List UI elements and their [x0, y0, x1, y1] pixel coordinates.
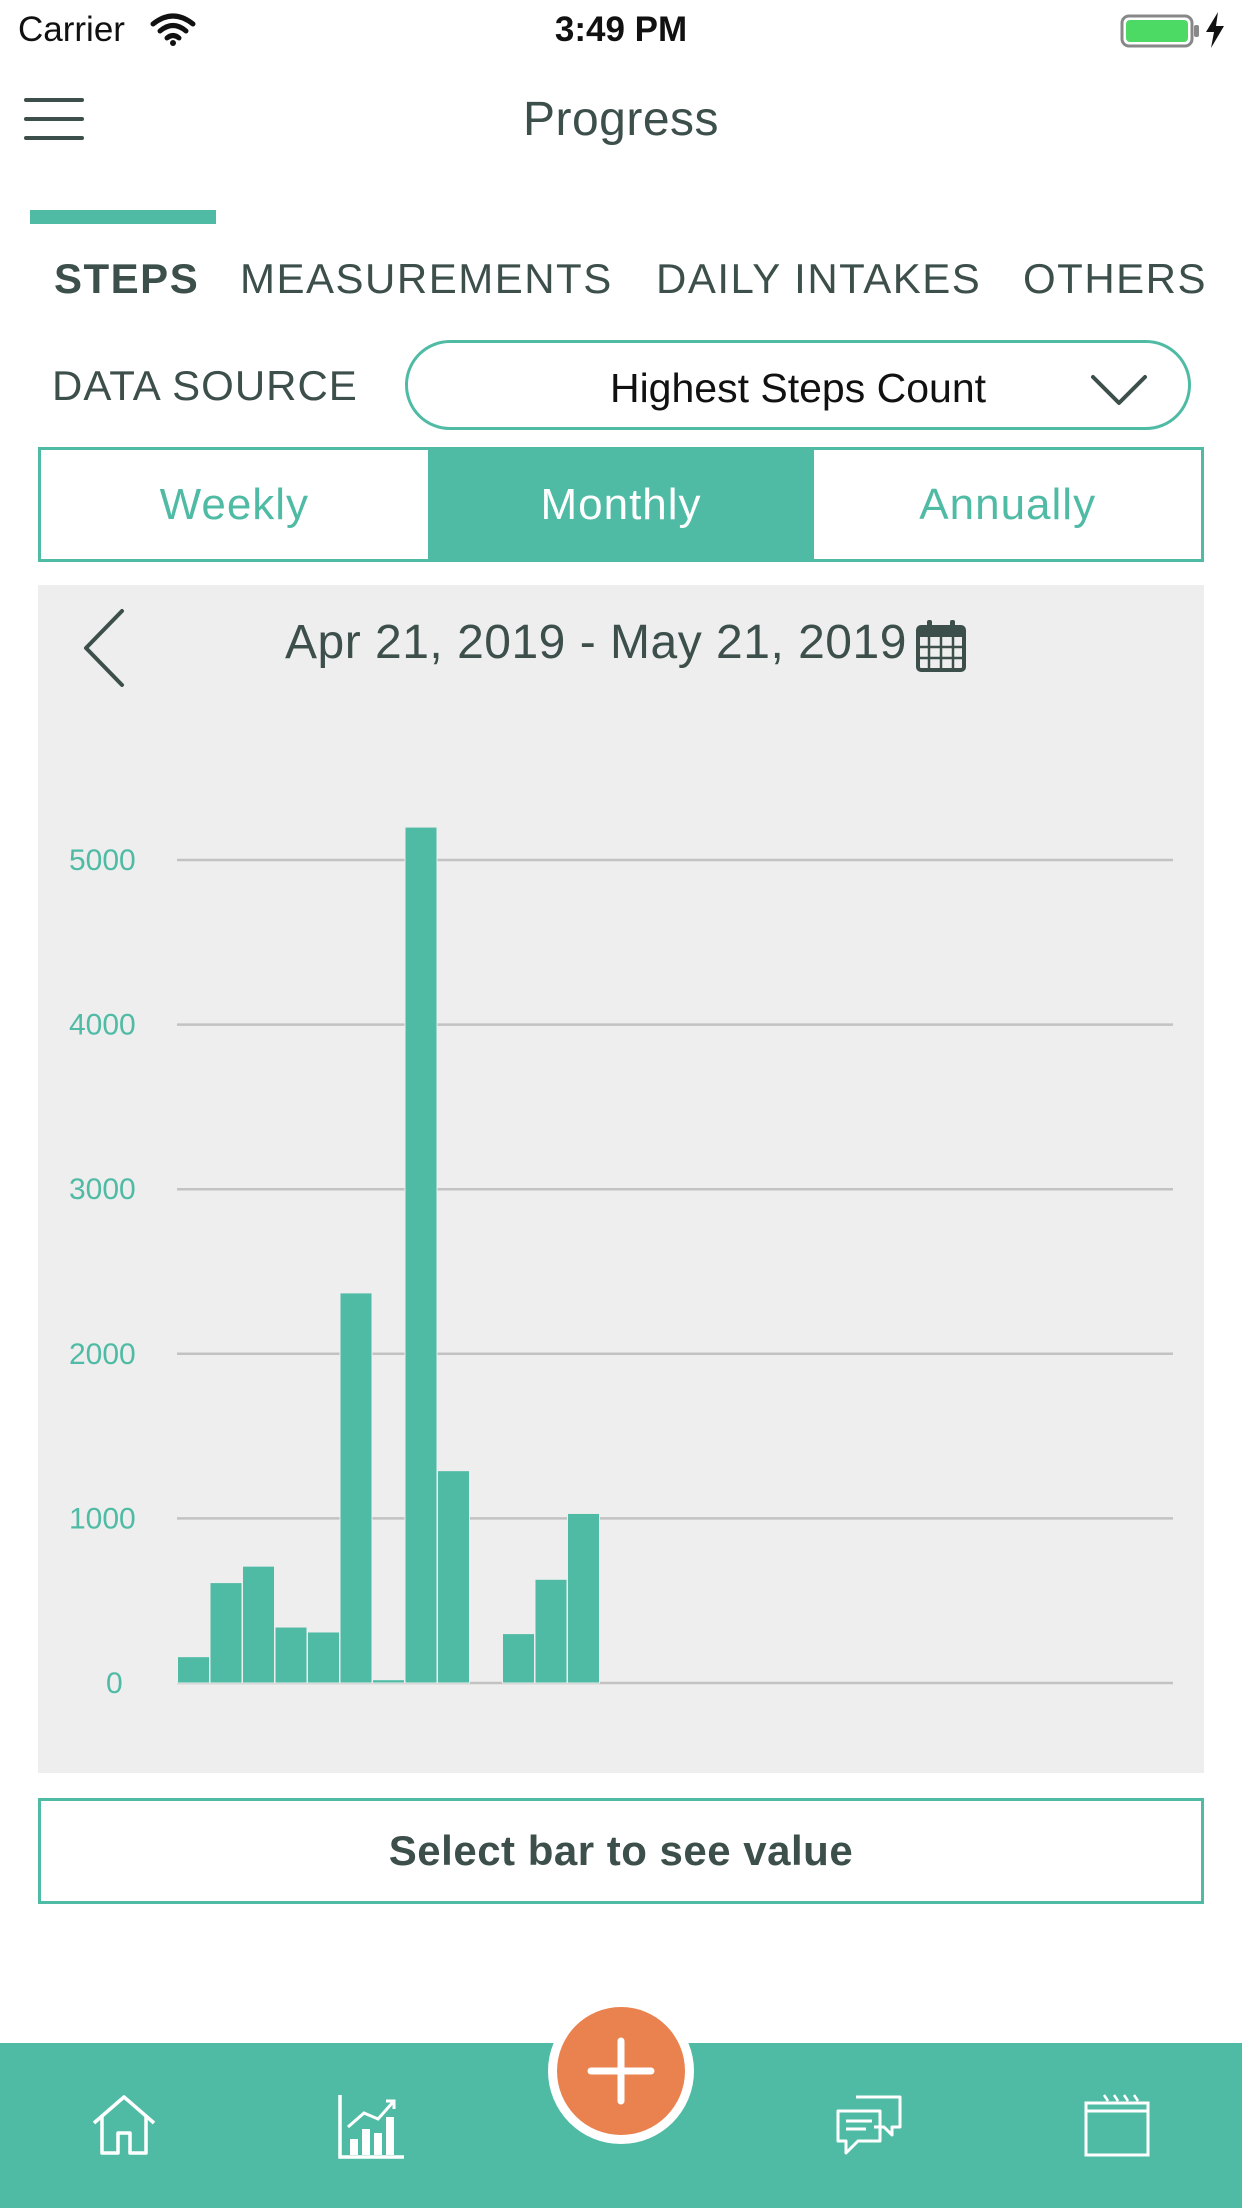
chart-bar[interactable] — [372, 1679, 405, 1684]
carrier-label: Carrier — [18, 10, 125, 49]
calendar-icon[interactable] — [1082, 2093, 1152, 2159]
wifi-icon — [150, 13, 196, 46]
chart-bar[interactable] — [307, 1631, 340, 1684]
period-selector: Weekly Monthly Annually — [38, 447, 1204, 562]
chart-bar[interactable] — [437, 1470, 470, 1684]
chart-bar[interactable] — [534, 1578, 568, 1684]
plus-icon — [587, 2037, 655, 2105]
chart-bar[interactable] — [567, 1512, 600, 1684]
chat-icon[interactable] — [834, 2093, 904, 2157]
steps-bar-chart: 0 1000 2000 3000 4000 5000 — [69, 826, 1173, 1700]
tab-indicator — [30, 210, 216, 224]
y-tick-label: 1000 — [69, 1502, 136, 1535]
menu-icon[interactable] — [24, 96, 84, 144]
tab-steps[interactable]: STEPS — [54, 255, 200, 302]
page-title: Progress — [522, 93, 720, 146]
chart-bar[interactable] — [404, 826, 438, 1684]
chart-icon[interactable] — [336, 2093, 406, 2161]
selected-value-box: Select bar to see value — [38, 1798, 1204, 1904]
add-button[interactable] — [557, 2007, 685, 2135]
data-source-value: Highest Steps Count — [609, 365, 987, 411]
period-annually[interactable]: Annually — [919, 479, 1097, 529]
chevron-down-icon — [1091, 375, 1147, 405]
chart-bar[interactable] — [177, 1656, 210, 1684]
chart-bar[interactable] — [242, 1565, 275, 1684]
selected-value-text: Select bar to see value — [388, 1827, 854, 1874]
chart-bar[interactable] — [274, 1626, 308, 1684]
home-icon[interactable] — [90, 2093, 158, 2157]
tab-others[interactable]: OTHERS — [1023, 255, 1208, 302]
y-tick-label: 2000 — [69, 1338, 136, 1371]
y-tick-label: 4000 — [69, 1009, 136, 1042]
chart-bar[interactable] — [209, 1582, 243, 1684]
chart-bar[interactable] — [502, 1633, 535, 1684]
tab-daily-intakes[interactable]: DAILY INTAKES — [656, 255, 982, 302]
charging-icon — [1206, 12, 1224, 48]
data-source-dropdown[interactable]: Highest Steps Count — [405, 340, 1191, 430]
chart-panel: 0 1000 2000 3000 4000 5000 Apr 21, 2019 - May… — [38, 585, 1204, 1773]
data-source-label: DATA SOURCE — [52, 362, 358, 409]
y-tick-label: 3000 — [69, 1173, 136, 1206]
date-range-label: Apr 21, 2019 - May 21, 2019 — [285, 616, 907, 669]
chart-bar[interactable] — [339, 1292, 373, 1684]
chevron-left-icon[interactable] — [80, 607, 130, 689]
status-bar: Carrier 3:49 PM — [0, 0, 1242, 62]
tab-measurements[interactable]: MEASUREMENTS — [240, 255, 613, 302]
battery-icon — [1120, 14, 1199, 48]
status-time: 3:49 PM — [554, 10, 688, 49]
period-monthly[interactable]: Monthly — [427, 450, 815, 559]
y-tick-label: 0 — [106, 1667, 123, 1700]
y-tick-label: 5000 — [69, 844, 136, 877]
calendar-icon[interactable] — [915, 619, 967, 673]
period-weekly[interactable]: Weekly — [159, 479, 310, 529]
